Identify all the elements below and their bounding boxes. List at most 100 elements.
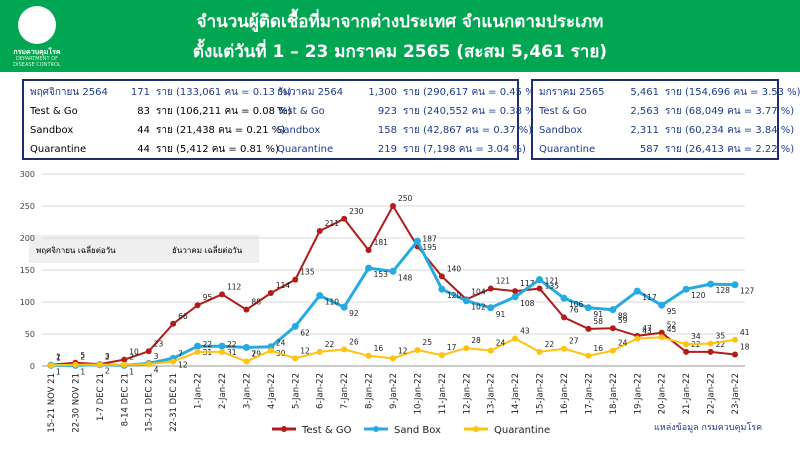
data-point (683, 341, 690, 348)
data-point (316, 292, 324, 300)
data-label: 47 (642, 324, 652, 333)
data-point (145, 361, 152, 368)
data-label: 140 (447, 264, 462, 273)
data-point (194, 348, 201, 355)
data-point (463, 345, 470, 352)
data-point (732, 351, 738, 358)
data-point (121, 356, 128, 363)
x-tick-label: 19-Jan-22 (633, 373, 643, 414)
data-label: 110 (325, 298, 340, 307)
data-label: 12 (300, 346, 310, 355)
data-point (48, 362, 54, 369)
data-point (560, 294, 568, 302)
data-label: 58 (593, 317, 603, 326)
summary-row: Test & Go 2,563 ราย (68,049 คน = 3.77 %) (539, 102, 794, 121)
data-label: 62 (300, 328, 310, 337)
data-label: 91 (496, 310, 506, 319)
data-label: 121 (496, 277, 511, 286)
data-label: 76 (569, 305, 579, 314)
data-label: 22 (716, 340, 726, 349)
summary-row: พฤศจิกายน 2564 171 ราย (133,061 คน = 0.13 … (30, 83, 292, 102)
data-point (462, 297, 470, 305)
summary-detail: ราย (21,438 คน = 0.21 %) (156, 125, 286, 136)
summary-count: 219 (377, 144, 397, 155)
data-label: 12 (178, 360, 188, 369)
data-label: 181 (374, 238, 389, 247)
data-label: 24 (618, 339, 628, 348)
summary-row: Sandbox 44 ราย (21,438 คน = 0.21 %) (30, 121, 285, 140)
data-label: 1 (56, 353, 61, 362)
data-point (365, 247, 372, 254)
data-label: 187 (422, 234, 437, 243)
data-label: 17 (447, 343, 457, 352)
data-label: 92 (349, 309, 359, 318)
data-label: 106 (569, 300, 584, 309)
data-label: 45 (667, 325, 677, 334)
x-tick-label: 1-7 DEC 21 (96, 373, 106, 421)
data-label: 153 (374, 270, 389, 279)
data-label: 117 (520, 279, 535, 288)
x-tick-label: 7-Jan-22 (340, 373, 350, 409)
data-label: 66 (178, 312, 188, 321)
data-point (512, 335, 519, 342)
data-label: 211 (325, 219, 340, 228)
summary-label: Sandbox (30, 125, 74, 136)
data-point (707, 340, 714, 347)
data-point (414, 347, 421, 353)
data-label: 43 (642, 326, 652, 335)
data-label: 91 (593, 310, 603, 319)
summary-detail: ราย (290,617 คน = 0.45 %) (403, 87, 539, 98)
data-point (194, 302, 201, 309)
legend-marker (473, 426, 479, 432)
summary-label: Quarantine (277, 144, 334, 155)
data-point (487, 285, 494, 292)
data-point (194, 342, 202, 350)
data-label: 148 (398, 273, 413, 282)
data-point (292, 355, 299, 362)
data-point (633, 287, 641, 295)
y-tick-label: 100 (20, 298, 35, 307)
data-point (707, 280, 715, 288)
data-label: 41 (740, 328, 750, 337)
data-label: 2 (56, 353, 61, 362)
data-point (732, 336, 738, 343)
summary-label: Sandbox (539, 125, 583, 136)
data-point (243, 306, 250, 313)
data-point (413, 237, 421, 245)
header-banner: กรมควบคุมโรค DEPARTMENT OF DISEASE CONTR… (0, 0, 800, 72)
data-label: 35 (716, 332, 726, 341)
data-label: 95 (667, 307, 677, 316)
data-point (267, 347, 274, 354)
data-label: 7 (178, 350, 183, 359)
data-label: 31 (227, 348, 237, 357)
data-point (609, 347, 616, 354)
data-label: 127 (740, 287, 755, 296)
summary-row: Quarantine 44 ราย (5,412 คน = 0.81 %) (30, 140, 279, 159)
data-point (536, 348, 543, 355)
data-label: 2 (80, 353, 85, 362)
x-tick-label: 13-Jan-22 (487, 373, 497, 414)
data-label: 3 (105, 352, 110, 361)
data-label: 112 (227, 282, 242, 291)
y-tick-label: 200 (20, 234, 35, 243)
data-label: 3 (154, 352, 159, 361)
data-label: 1 (129, 367, 134, 376)
data-point (170, 358, 177, 365)
data-point (316, 227, 323, 234)
data-point (561, 345, 567, 352)
summary-detail: ราย (26,413 คน = 2.22 %) (665, 144, 795, 155)
data-label: 2 (129, 353, 134, 362)
x-tick-label: 6-Jan-22 (316, 373, 326, 409)
data-label: 18 (740, 342, 750, 351)
data-label: 34 (691, 332, 701, 341)
data-point (512, 288, 519, 295)
average-note-box (29, 235, 259, 263)
data-label: 104 (471, 287, 486, 296)
data-label: 135 (300, 268, 315, 277)
x-tick-label: 17-Jan-22 (584, 373, 594, 414)
logo-emblem-icon (18, 6, 56, 44)
x-tick-label: 22-31 DEC 21 (169, 373, 179, 432)
data-point (243, 358, 250, 365)
data-point (96, 361, 103, 368)
summary-box-nov-dec: พฤศจิกายน 2564 171 ราย (133,061 คน = 0.13 … (22, 79, 539, 160)
